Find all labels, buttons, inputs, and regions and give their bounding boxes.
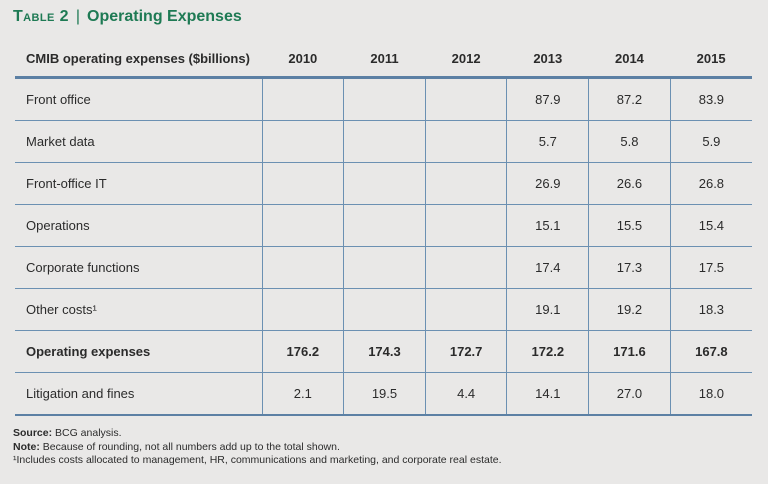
cell-value: 26.8 xyxy=(669,162,752,205)
cell-value: 176.2 xyxy=(261,330,344,373)
cell-value xyxy=(343,162,426,205)
row-label: Corporate functions xyxy=(15,246,262,289)
table-row-other-costs: Other costs¹ 19.1 19.2 18.3 xyxy=(15,288,752,331)
cell-value: 87.2 xyxy=(588,77,671,121)
cell-value: 27.0 xyxy=(588,372,671,416)
cell-value: 83.9 xyxy=(669,77,752,121)
cell-value: 18.0 xyxy=(669,372,752,416)
cell-value: 19.5 xyxy=(343,372,426,416)
cell-value: 26.9 xyxy=(506,162,589,205)
cell-value xyxy=(343,288,426,331)
year-header-2011: 2011 xyxy=(343,41,426,79)
footnotes: Source: BCG analysis. Note: Because of r… xyxy=(13,427,502,468)
cell-value: 19.2 xyxy=(588,288,671,331)
table-title-prefix: Table 2 xyxy=(13,8,69,25)
row-label: Other costs¹ xyxy=(15,288,262,331)
row-label: Front-office IT xyxy=(15,162,262,205)
cell-value: 19.1 xyxy=(506,288,589,331)
cell-value xyxy=(343,120,426,163)
cell-value: 15.1 xyxy=(506,204,589,247)
cell-value xyxy=(343,204,426,247)
cell-value: 5.9 xyxy=(669,120,752,163)
row-label: Operating expenses xyxy=(15,330,262,373)
source-text: BCG analysis. xyxy=(52,427,122,439)
table-row-front-office-it: Front-office IT 26.9 26.6 26.8 xyxy=(15,162,752,205)
cell-value xyxy=(424,120,507,163)
cell-value: 174.3 xyxy=(343,330,426,373)
cell-value: 4.4 xyxy=(424,372,507,416)
cell-value: 167.8 xyxy=(669,330,752,373)
rounding-note: Note: Because of rounding, not all numbe… xyxy=(13,441,502,455)
table-row-litigation-and-fines: Litigation and fines 2.1 19.5 4.4 14.1 2… xyxy=(15,372,752,416)
cell-value: 87.9 xyxy=(506,77,589,121)
operating-expenses-table: CMIB operating expenses ($billions) 2010… xyxy=(15,41,752,416)
cell-value: 5.8 xyxy=(588,120,671,163)
cell-value: 17.4 xyxy=(506,246,589,289)
source-label: Source: xyxy=(13,427,53,439)
note-text: Because of rounding, not all numbers add… xyxy=(39,440,340,453)
cell-value: 18.3 xyxy=(669,288,752,331)
table-header-row: CMIB operating expenses ($billions) 2010… xyxy=(15,41,752,79)
cell-value: 15.4 xyxy=(669,204,752,247)
table-row-operating-expenses-total: Operating expenses 176.2 174.3 172.7 172… xyxy=(15,330,752,373)
cell-value xyxy=(424,204,507,247)
table-title-text: Operating Expenses xyxy=(87,8,242,25)
cell-value xyxy=(424,246,507,289)
cell-value xyxy=(261,77,344,121)
source-note: Source: BCG analysis. xyxy=(13,427,502,441)
cell-value xyxy=(261,288,344,331)
row-label: Front office xyxy=(15,77,262,121)
table-title: Table 2 | Operating Expenses xyxy=(13,8,242,26)
year-header-2013: 2013 xyxy=(506,41,589,79)
cell-value xyxy=(424,162,507,205)
year-header-2015: 2015 xyxy=(670,41,752,79)
cell-value: 172.2 xyxy=(506,330,589,373)
cell-value xyxy=(261,120,344,163)
cell-value xyxy=(343,77,426,121)
cell-value: 172.7 xyxy=(424,330,507,373)
table-row-operations: Operations 15.1 15.5 15.4 xyxy=(15,204,752,247)
cell-value: 26.6 xyxy=(588,162,671,205)
table-header-label: CMIB operating expenses ($billions) xyxy=(15,41,262,79)
row-label: Operations xyxy=(15,204,262,247)
cell-value: 15.5 xyxy=(588,204,671,247)
row-label: Market data xyxy=(15,120,262,163)
cell-value: 5.7 xyxy=(506,120,589,163)
cell-value: 14.1 xyxy=(506,372,589,416)
cell-value: 17.3 xyxy=(588,246,671,289)
footnote-1: ¹Includes costs allocated to management,… xyxy=(13,454,502,466)
note-label: Note: xyxy=(13,440,40,453)
year-header-2010: 2010 xyxy=(262,41,344,79)
cell-value: 17.5 xyxy=(669,246,752,289)
table-row-front-office: Front office 87.9 87.2 83.9 xyxy=(15,77,752,121)
cell-value xyxy=(261,246,344,289)
cell-value xyxy=(424,77,507,121)
cell-value: 171.6 xyxy=(588,330,671,373)
cell-value xyxy=(424,288,507,331)
table-title-separator: | xyxy=(75,8,81,25)
table-row-market-data: Market data 5.7 5.8 5.9 xyxy=(15,120,752,163)
cell-value xyxy=(343,246,426,289)
cell-value xyxy=(261,204,344,247)
year-header-2014: 2014 xyxy=(588,41,671,79)
year-header-2012: 2012 xyxy=(425,41,507,79)
cell-value xyxy=(261,162,344,205)
row-label: Litigation and fines xyxy=(15,372,262,416)
table-row-corporate-functions: Corporate functions 17.4 17.3 17.5 xyxy=(15,246,752,289)
cell-value: 2.1 xyxy=(261,372,344,416)
